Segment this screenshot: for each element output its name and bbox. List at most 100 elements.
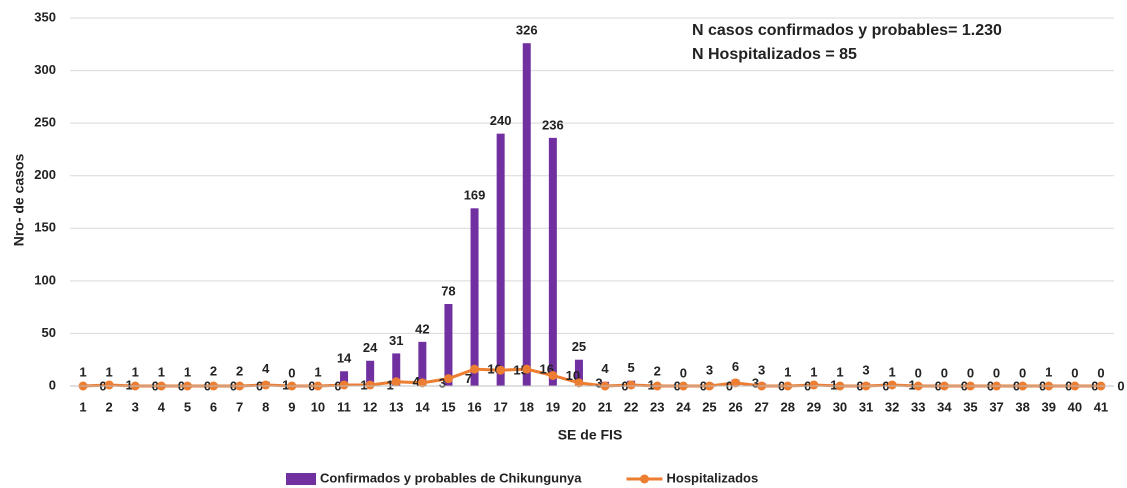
data-label: 31 [389,333,403,348]
x-tick-label: 41 [1094,399,1108,414]
data-label: 326 [516,23,538,38]
x-tick-label: 14 [415,399,430,414]
x-tick-label: 19 [546,399,560,414]
data-label: 3 [862,362,869,377]
x-tick-label: 40 [1068,399,1082,414]
x-tick-label: 39 [1042,399,1056,414]
x-tick-label: 32 [885,399,899,414]
legend-marker [639,474,649,484]
y-tick-label: 150 [34,220,56,235]
line-marker [443,374,453,384]
x-tick-label: 12 [363,399,377,414]
bar [470,208,479,386]
y-axis-label: Nro- de casos [11,153,27,246]
x-tick-label: 20 [572,399,586,414]
bar [340,371,349,386]
line-marker [496,365,506,375]
x-tick-label: 28 [781,399,795,414]
x-tick-label: 3 [132,399,139,414]
y-tick-label: 100 [34,272,56,287]
x-tick-label: 34 [937,399,952,414]
data-label: 5 [628,360,635,375]
y-tick-label: 0 [49,377,56,392]
data-label: 1 [810,364,817,379]
x-tick-label: 37 [989,399,1003,414]
x-tick-label: 1 [79,399,86,414]
line-marker [339,380,349,390]
data-label: 1 [158,364,165,379]
data-label: 1 [314,364,321,379]
data-label: 1 [648,377,655,392]
data-label: 1 [784,364,791,379]
line-marker [887,380,897,390]
line-marker [548,370,558,380]
annotation: N casos confirmados y probables= 1.230 [692,22,1002,39]
data-label: 0 [1097,365,1104,380]
line-marker [365,380,375,390]
bar [522,43,531,387]
y-tick-label: 350 [34,9,56,24]
data-label: 0 [993,365,1000,380]
data-label: 1 [106,364,113,379]
data-label: 1 [282,377,289,392]
data-label: 78 [441,283,455,298]
x-tick-label: 11 [337,399,351,414]
x-tick-label: 22 [624,399,638,414]
x-tick-label: 23 [650,399,664,414]
data-label: 4 [262,361,270,376]
data-label: 3 [706,362,713,377]
data-label: 1 [126,377,133,392]
x-tick-label: 33 [911,399,925,414]
x-tick-label: 35 [963,399,977,414]
x-tick-label: 9 [288,399,295,414]
line-marker [417,378,427,388]
data-label: 0 [1019,365,1026,380]
legend-label: Confirmados y probables de Chikungunya [320,470,582,485]
line-marker [731,378,741,388]
line-marker [470,364,480,374]
data-label: 42 [415,321,429,336]
data-label: 1 [909,377,916,392]
bar [392,353,401,386]
legend-label: Hospitalizados [666,470,758,485]
x-tick-label: 18 [520,399,534,414]
y-tick-label: 250 [34,115,56,130]
line-marker [574,378,584,388]
x-tick-label: 26 [728,399,742,414]
data-label: 6 [732,359,739,374]
data-label: 240 [490,113,512,128]
data-label: 4 [601,361,609,376]
x-tick-label: 27 [754,399,768,414]
annotation: N Hospitalizados = 85 [692,46,857,63]
x-tick-label: 15 [441,399,455,414]
x-tick-label: 8 [262,399,269,414]
line-marker [522,364,532,374]
bar [496,133,505,386]
data-label: 3 [595,375,602,390]
y-tick-label: 50 [42,325,56,340]
legend-swatch [286,473,316,485]
data-label: 1 [836,364,843,379]
data-label: 1 [830,377,837,392]
data-label: 0 [1117,378,1124,393]
x-tick-label: 7 [236,399,243,414]
data-label: 236 [542,117,564,132]
data-label: 2 [236,363,243,378]
data-label: 4 [413,374,421,389]
data-label: 1 [1045,364,1052,379]
data-label: 1 [132,364,139,379]
bar [548,137,557,386]
data-label: 1 [184,364,191,379]
data-label: 0 [941,365,948,380]
line-marker [626,380,636,390]
x-tick-label: 31 [859,399,873,414]
bar [444,303,453,386]
line-marker [261,380,271,390]
x-tick-label: 38 [1015,399,1029,414]
line-marker [809,380,819,390]
bar [366,360,375,386]
data-label: 2 [210,363,217,378]
data-label: 1 [360,377,367,392]
data-label: 3 [439,375,446,390]
